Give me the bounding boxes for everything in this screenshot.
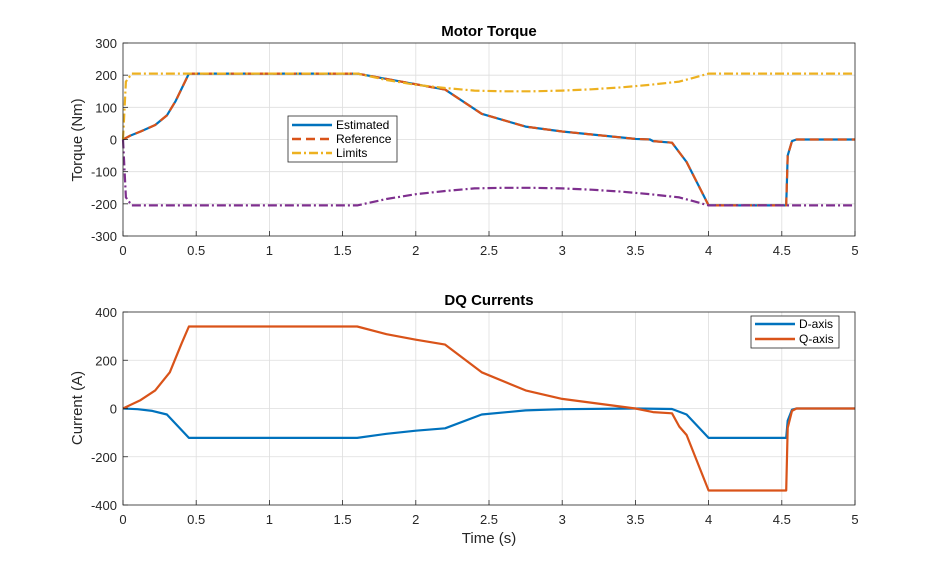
torque-y-tick-label: 0 bbox=[110, 133, 117, 148]
legend-d-axis-label: D-axis bbox=[799, 317, 833, 331]
currents-y-tick-label: -200 bbox=[91, 450, 117, 465]
torque-x-tick-label: 1 bbox=[266, 243, 273, 258]
torque-y-tick-label: -100 bbox=[91, 165, 117, 180]
currents-y-tick-label: 200 bbox=[95, 353, 117, 368]
torque-y-tick-label: 300 bbox=[95, 36, 117, 51]
currents-series-q-axis-line bbox=[122, 325, 855, 492]
legend-estimated-label: Estimated bbox=[336, 118, 389, 132]
torque-x-tick-label: 4.5 bbox=[773, 243, 791, 258]
currents-y-tick-label: 0 bbox=[110, 402, 117, 417]
torque-x-tick-label: 5 bbox=[851, 243, 858, 258]
torque-series-lower-limit-line bbox=[121, 139, 855, 207]
torque-y-tick-label: 100 bbox=[95, 100, 117, 115]
currents-series-lines bbox=[122, 325, 855, 492]
currents-x-tick-label: 1 bbox=[266, 512, 273, 527]
torque-y-tick-label: -200 bbox=[91, 197, 117, 212]
torque-x-tick-label: 3 bbox=[559, 243, 566, 258]
currents-y-tick-label: -400 bbox=[91, 498, 117, 513]
torque-y-tick-label: 200 bbox=[95, 68, 117, 83]
torque-x-tick-label: 1.5 bbox=[334, 243, 352, 258]
currents-axes: 0 0.5 1 1.5 2 2.5 3 3.5 4 4.5 5 400 200 0 -200 -400 DQ … bbox=[69, 292, 859, 547]
currents-x-tick-label: 0.5 bbox=[187, 512, 205, 527]
currents-x-tick-label: 2.5 bbox=[480, 512, 498, 527]
torque-x-tick-label: 0.5 bbox=[187, 243, 205, 258]
torque-series-reference-line bbox=[122, 72, 855, 207]
legend-q-axis-label: Q-axis bbox=[799, 332, 834, 346]
currents-y-tick-label: 400 bbox=[95, 305, 117, 320]
torque-y-axis-label: Torque (Nm) bbox=[69, 98, 86, 181]
currents-ticks: 0 0.5 1 1.5 2 2.5 3 3.5 4 4.5 5 400 200 0 -200 -400 bbox=[91, 305, 859, 527]
torque-chart-title: Motor Torque bbox=[441, 23, 537, 40]
torque-x-tick-label: 2 bbox=[412, 243, 419, 258]
legend-reference-label: Reference bbox=[336, 132, 392, 146]
currents-legend: D-axis Q-axis bbox=[750, 315, 840, 349]
torque-legend: Estimated Reference Limits bbox=[287, 115, 398, 163]
torque-x-tick-label: 4 bbox=[705, 243, 712, 258]
torque-y-tick-label: -300 bbox=[91, 229, 117, 244]
currents-x-tick-label: 3 bbox=[559, 512, 566, 527]
torque-axes: 0 0.5 1 1.5 2 2.5 3 3.5 4 4.5 5 300 200 100 0 -100 -200 -… bbox=[69, 23, 859, 258]
currents-x-tick-label: 0 bbox=[119, 512, 126, 527]
currents-y-axis-label: Current (A) bbox=[69, 371, 86, 445]
currents-x-tick-label: 1.5 bbox=[334, 512, 352, 527]
currents-x-tick-label: 3.5 bbox=[626, 512, 644, 527]
legend-limits-label: Limits bbox=[336, 146, 367, 160]
torque-x-tick-label: 2.5 bbox=[480, 243, 498, 258]
torque-ticks: 0 0.5 1 1.5 2 2.5 3 3.5 4 4.5 5 300 200 100 0 -100 -200 -… bbox=[91, 36, 859, 258]
torque-series-lines bbox=[121, 72, 855, 207]
torque-x-tick-label: 0 bbox=[119, 243, 126, 258]
currents-x-tick-label: 2 bbox=[412, 512, 419, 527]
currents-x-axis-label: Time (s) bbox=[462, 530, 516, 547]
torque-x-tick-label: 3.5 bbox=[626, 243, 644, 258]
currents-x-tick-label: 4.5 bbox=[773, 512, 791, 527]
torque-series-limits-line bbox=[121, 72, 855, 140]
currents-x-tick-label: 4 bbox=[705, 512, 712, 527]
currents-x-tick-label: 5 bbox=[851, 512, 858, 527]
currents-chart-title: DQ Currents bbox=[444, 292, 533, 309]
